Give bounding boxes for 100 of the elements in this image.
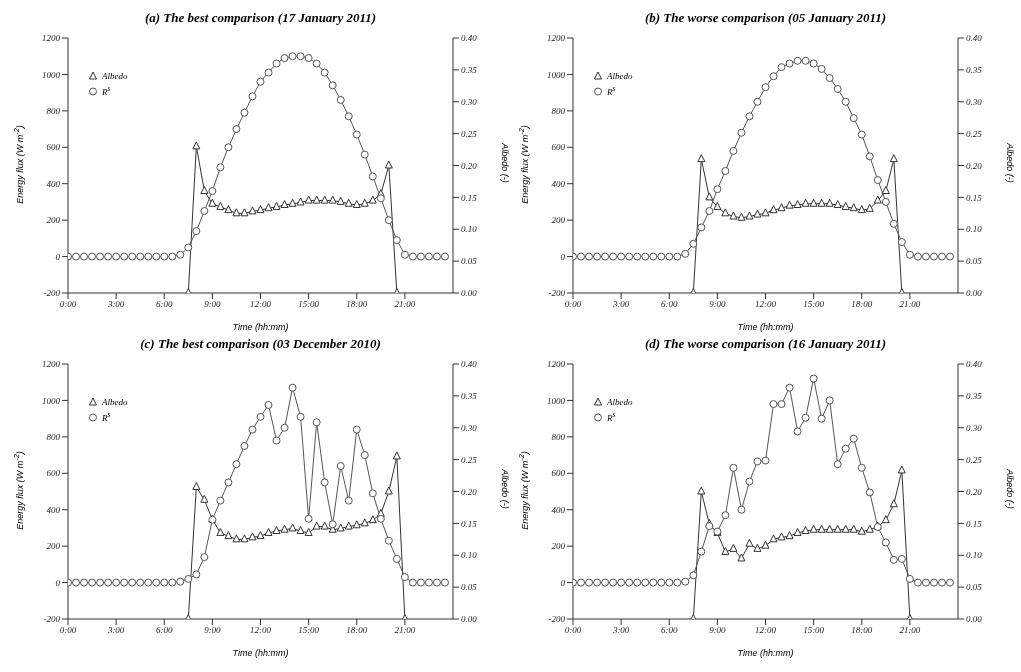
y-tick-label: 600 [46,142,61,153]
x-axis-title: Time (hh:mm) [231,648,290,658]
x-tick-label: 21:00 [394,625,416,636]
y2-tick-label: 0.10 [461,224,478,235]
y2-tick-label: 0.20 [461,486,478,497]
x-tick-label: 21:00 [899,625,921,636]
x-tick-label: 15:00 [298,299,320,310]
legend-label: R$^{s}$ [607,84,616,97]
y2-tick-label: 0.10 [966,550,983,561]
legend-label: Albedo [607,70,633,81]
y-tick-label: 0 [55,251,61,262]
x-tick-label: 9:00 [204,625,222,636]
legend-label: Albedo [102,396,128,407]
y2-axis-title: Albedo (-) [500,143,510,183]
x-tick-label: 9:00 [204,299,222,310]
legend-label: R$^{s}$ [102,84,111,97]
y2-tick-label: 0.30 [461,422,478,433]
y-tick-label: 1200 [547,359,566,370]
x-axis-title: Time (hh:mm) [231,322,290,332]
y2-tick-label: 0.30 [966,422,983,433]
y-tick-label: 200 [551,215,566,226]
y2-tick-label: 0.25 [461,454,478,465]
y-tick-label: -200 [43,288,61,299]
y2-tick-label: 0.05 [461,256,478,267]
y2-tick-label: 0.15 [966,518,983,529]
x-tick-label: 15:00 [803,625,825,636]
x-tick-label: 6:00 [156,299,173,310]
chart-title: (a) The best comparison (17 January 2011) [143,10,378,26]
legend-label: R$^{s}$ [607,410,616,423]
x-tick-label: 9:00 [709,299,727,310]
legend-label: R$^{s}$ [102,410,111,423]
y2-tick-label: 0.05 [966,256,983,267]
y2-tick-label: 0.10 [966,224,983,235]
y2-tick-label: 0.40 [966,359,983,370]
y-tick-label: 0 [55,577,61,588]
y2-tick-label: 0.40 [966,33,983,44]
legend-label: Albedo [607,396,633,407]
y2-tick-label: 0.40 [461,33,478,44]
y2-tick-label: 0.35 [461,65,478,76]
x-tick-label: 3:00 [611,625,630,636]
y-tick-label: 800 [46,432,61,443]
y2-tick-label: 0.25 [966,454,983,465]
y-tick-label: 1000 [547,69,566,80]
y2-axis-title: Albedo (-) [1005,143,1015,183]
x-tick-label: 18:00 [346,625,368,636]
x-tick-label: 12:00 [250,625,272,636]
x-tick-label: 3:00 [106,299,125,310]
y2-tick-label: 0.10 [461,550,478,561]
y-tick-label: 1200 [547,33,566,44]
y2-tick-label: 0.30 [461,96,478,107]
y-tick-label: 400 [46,504,61,515]
y-tick-label: 800 [551,432,566,443]
x-tick-label: 12:00 [755,299,777,310]
x-axis-title: Time (hh:mm) [736,648,795,658]
y-tick-label: 600 [551,142,566,153]
y-tick-label: 400 [551,504,566,515]
chart-title: (c) The best comparison (03 December 2010) [139,336,382,352]
chart-title: (b) The worse comparison (05 January 2011) [643,10,888,26]
y-tick-label: 1000 [547,395,566,406]
y-tick-label: 200 [46,541,61,552]
x-tick-label: 3:00 [106,625,125,636]
y2-tick-label: 0.20 [461,160,478,171]
y2-tick-label: 0.15 [461,518,478,529]
y-tick-label: 800 [46,106,61,117]
x-tick-label: 0:00 [564,625,582,636]
y-tick-label: 400 [551,178,566,189]
y2-tick-label: 0.00 [966,288,983,299]
y2-axis-title: Albedo (-) [1005,469,1015,509]
y-tick-label: 400 [46,178,61,189]
x-tick-label: 6:00 [156,625,173,636]
x-tick-label: 15:00 [803,299,825,310]
y2-tick-label: 0.15 [461,192,478,203]
x-tick-label: 9:00 [709,625,727,636]
y-tick-label: -200 [548,614,566,625]
y2-tick-label: 0.35 [966,65,983,76]
x-tick-label: 0:00 [59,299,77,310]
x-tick-label: 6:00 [661,299,678,310]
y-tick-label: 800 [551,106,566,117]
x-tick-label: 6:00 [661,625,678,636]
y-tick-label: 200 [46,215,61,226]
y-tick-label: 1200 [42,33,61,44]
y2-tick-label: 0.00 [461,614,478,625]
x-tick-label: 0:00 [564,299,582,310]
y2-tick-label: 0.05 [966,582,983,593]
x-tick-label: 12:00 [250,299,272,310]
y2-tick-label: 0.40 [461,359,478,370]
x-tick-label: 0:00 [59,625,77,636]
y2-tick-label: 0.35 [966,391,983,402]
y2-tick-label: 0.25 [966,128,983,139]
y2-axis-title: Albedo (-) [500,469,510,509]
y2-tick-label: 0.25 [461,128,478,139]
y-tick-label: 200 [551,541,566,552]
x-tick-label: 18:00 [851,625,873,636]
y2-tick-label: 0.20 [966,160,983,171]
x-tick-label: 15:00 [298,625,320,636]
x-tick-label: 3:00 [611,299,630,310]
y-tick-label: 1200 [42,359,61,370]
y2-tick-label: 0.00 [966,614,983,625]
x-tick-label: 12:00 [755,625,777,636]
chart-title: (d) The worse comparison (16 January 2011) [643,336,888,352]
